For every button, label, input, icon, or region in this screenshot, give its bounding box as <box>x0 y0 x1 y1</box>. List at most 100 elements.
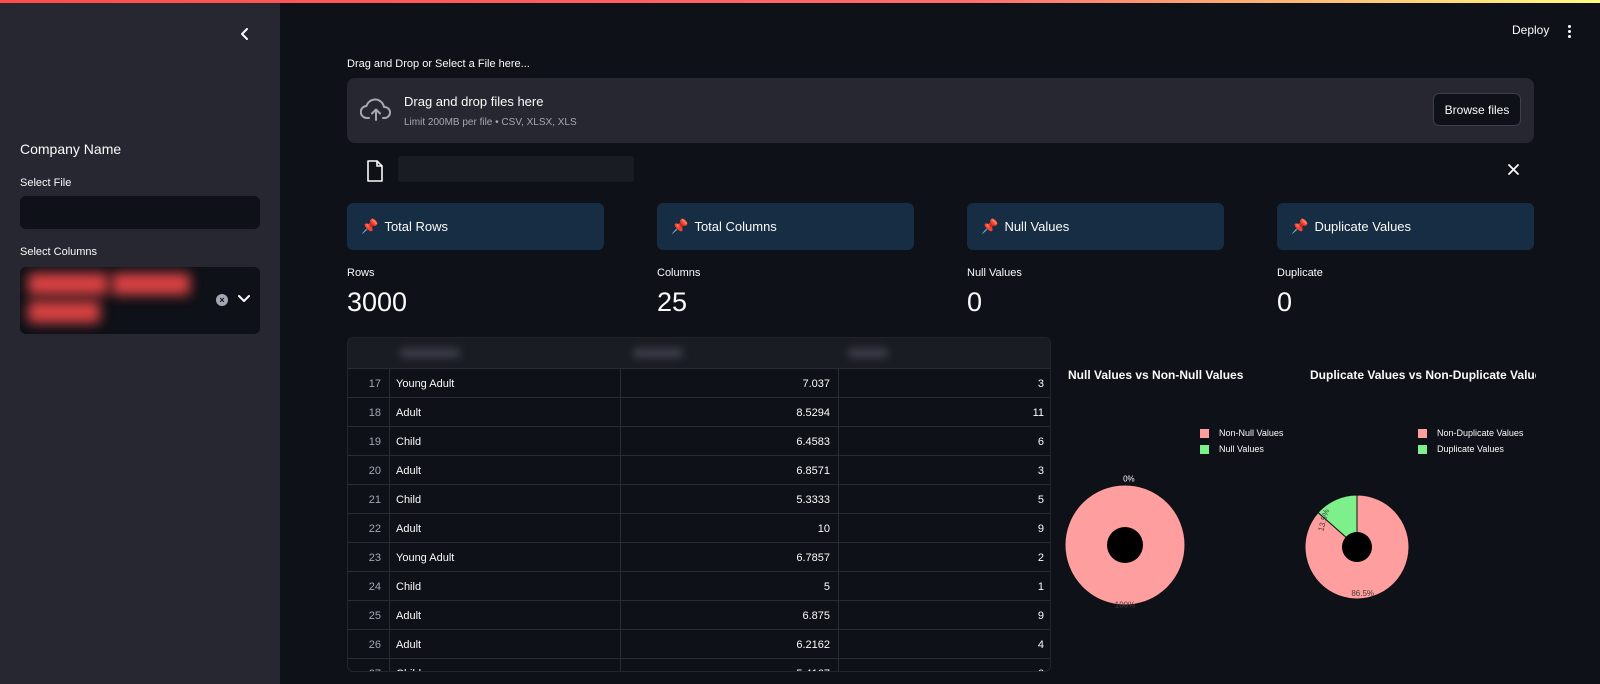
cell-count: 5 <box>1037 493 1044 506</box>
redacted-tag <box>112 273 190 295</box>
collapse-sidebar-button[interactable] <box>234 23 256 45</box>
null-values-donut-chart: 100% 0% <box>1064 475 1186 610</box>
clear-selection-icon[interactable]: × <box>216 294 228 306</box>
cell-category: Child <box>390 485 621 514</box>
cell-count: 1 <box>1037 580 1044 593</box>
table-row[interactable]: 22 Adult 10 9 <box>348 514 1050 543</box>
close-icon <box>1507 163 1519 175</box>
cell-value: 6.7857 <box>621 543 839 572</box>
slice-label: 0% <box>1123 475 1135 484</box>
card-label: Null Values <box>1004 219 1070 234</box>
cell-count: 11 <box>1032 406 1044 419</box>
duplicate-values-donut-chart: 86.5%13.5% <box>1304 494 1410 600</box>
table-row[interactable]: 25 Adult 6.875 9 <box>348 601 1050 630</box>
sidebar-heading: Company Name <box>20 141 122 157</box>
slice-label: 86.5% <box>1351 589 1374 598</box>
row-index: 25 <box>348 601 390 630</box>
cell-category: Young Adult <box>390 369 621 398</box>
metric-duplicate-label: Duplicate <box>1277 267 1323 279</box>
card-label: Duplicate Values <box>1314 219 1412 234</box>
uploader-label: Drag and Drop or Select a File here... <box>347 58 530 70</box>
table-header[interactable] <box>348 338 1050 369</box>
main-menu-icon[interactable] <box>1562 22 1576 40</box>
donut-hole <box>1342 532 1372 562</box>
duplicate-values-card: 📌 Duplicate Values <box>1277 203 1534 250</box>
legend-item: Non-Null Values <box>1200 428 1283 438</box>
cell-category: Adult <box>390 514 621 543</box>
table-row[interactable]: 17 Young Adult 7.037 3 <box>348 369 1050 398</box>
cell-value: 10 <box>621 514 839 543</box>
pushpin-icon: 📌 <box>361 218 379 234</box>
total-columns-card: 📌 Total Columns <box>657 203 914 250</box>
chevron-down-icon[interactable] <box>236 291 252 307</box>
duplicate-chart-title: Duplicate Values vs Non-Duplicate Values <box>1310 368 1536 382</box>
legend-item: Null Values <box>1200 444 1264 454</box>
cell-value: 6.4583 <box>621 427 839 456</box>
table-row[interactable]: 24 Child 5 1 <box>348 572 1050 601</box>
cell-count: 4 <box>1037 638 1044 651</box>
slice-label: 100% <box>1115 601 1135 610</box>
browse-files-button[interactable]: Browse files <box>1433 93 1521 126</box>
legend-item: Duplicate Values <box>1418 444 1504 454</box>
table-row[interactable]: 26 Adult 6.2162 4 <box>348 630 1050 659</box>
cell-count: 9 <box>1037 609 1044 622</box>
row-index: 19 <box>348 427 390 456</box>
total-rows-card: 📌 Total Rows <box>347 203 604 250</box>
table-row[interactable]: 23 Young Adult 6.7857 2 <box>348 543 1050 572</box>
redacted-header <box>848 348 888 358</box>
cell-category: Adult <box>390 398 621 427</box>
redacted-header <box>633 348 683 358</box>
redacted-header <box>400 348 460 358</box>
metric-duplicate-value: 0 <box>1277 287 1293 317</box>
row-index: 20 <box>348 456 390 485</box>
cell-category: Adult <box>390 456 621 485</box>
metric-null-value: 0 <box>967 287 983 317</box>
metric-null-label: Null Values <box>967 267 1022 279</box>
row-index: 23 <box>348 543 390 572</box>
dropzone-title: Drag and drop files here <box>404 94 544 109</box>
donut-hole <box>1107 527 1143 563</box>
sidebar: Company Name Select File Select Columns … <box>0 3 280 684</box>
table-row[interactable]: 18 Adult 8.5294 11 <box>348 398 1050 427</box>
select-columns-multiselect[interactable]: × <box>20 267 260 334</box>
pushpin-icon: 📌 <box>981 218 999 234</box>
row-index: 17 <box>348 369 390 398</box>
cell-count: 3 <box>1037 377 1044 390</box>
row-index: 22 <box>348 514 390 543</box>
select-file-dropdown[interactable] <box>20 196 260 229</box>
cell-value: 5 <box>621 572 839 601</box>
table-row[interactable]: 19 Child 6.4583 6 <box>348 427 1050 456</box>
cell-category: Young Adult <box>390 543 621 572</box>
file-dropzone[interactable]: Drag and drop files here Limit 200MB per… <box>347 78 1534 143</box>
metric-columns-label: Columns <box>657 267 701 279</box>
cell-value: 5.4167 <box>621 659 839 671</box>
cell-value: 8.5294 <box>621 398 839 427</box>
cloud-upload-icon <box>360 98 391 121</box>
cell-category: Child <box>390 659 621 671</box>
cell-count: 9 <box>1037 522 1044 535</box>
metric-rows-value: 3000 <box>347 287 408 317</box>
row-index: 26 <box>348 630 390 659</box>
card-label: Total Rows <box>384 219 449 234</box>
card-label: Total Columns <box>694 219 777 234</box>
select-columns-label: Select Columns <box>20 246 98 258</box>
cell-count: 3 <box>1037 464 1044 477</box>
cell-count: 6 <box>1037 435 1044 448</box>
cell-category: Child <box>390 427 621 456</box>
cell-value: 6.8571 <box>621 456 839 485</box>
cell-count: 2 <box>1037 551 1044 564</box>
redacted-tag <box>28 301 100 323</box>
row-index: 18 <box>348 398 390 427</box>
pushpin-icon: 📌 <box>1291 218 1309 234</box>
deploy-button[interactable]: Deploy <box>1512 23 1550 37</box>
data-table[interactable]: 17 Young Adult 7.037 3 18 Adult 8.5294 11 19 Chil… <box>347 337 1051 672</box>
file-icon <box>367 160 383 182</box>
remove-file-button[interactable] <box>1505 161 1521 177</box>
table-row[interactable]: 21 Child 5.3333 5 <box>348 485 1050 514</box>
metric-columns-value: 25 <box>657 287 688 317</box>
table-row[interactable]: 27Child5.41676 <box>348 659 1050 672</box>
table-row[interactable]: 20 Adult 6.8571 3 <box>348 456 1050 485</box>
cell-category: Adult <box>390 601 621 630</box>
cell-category: Adult <box>390 630 621 659</box>
cell-count: 6 <box>839 659 1050 672</box>
